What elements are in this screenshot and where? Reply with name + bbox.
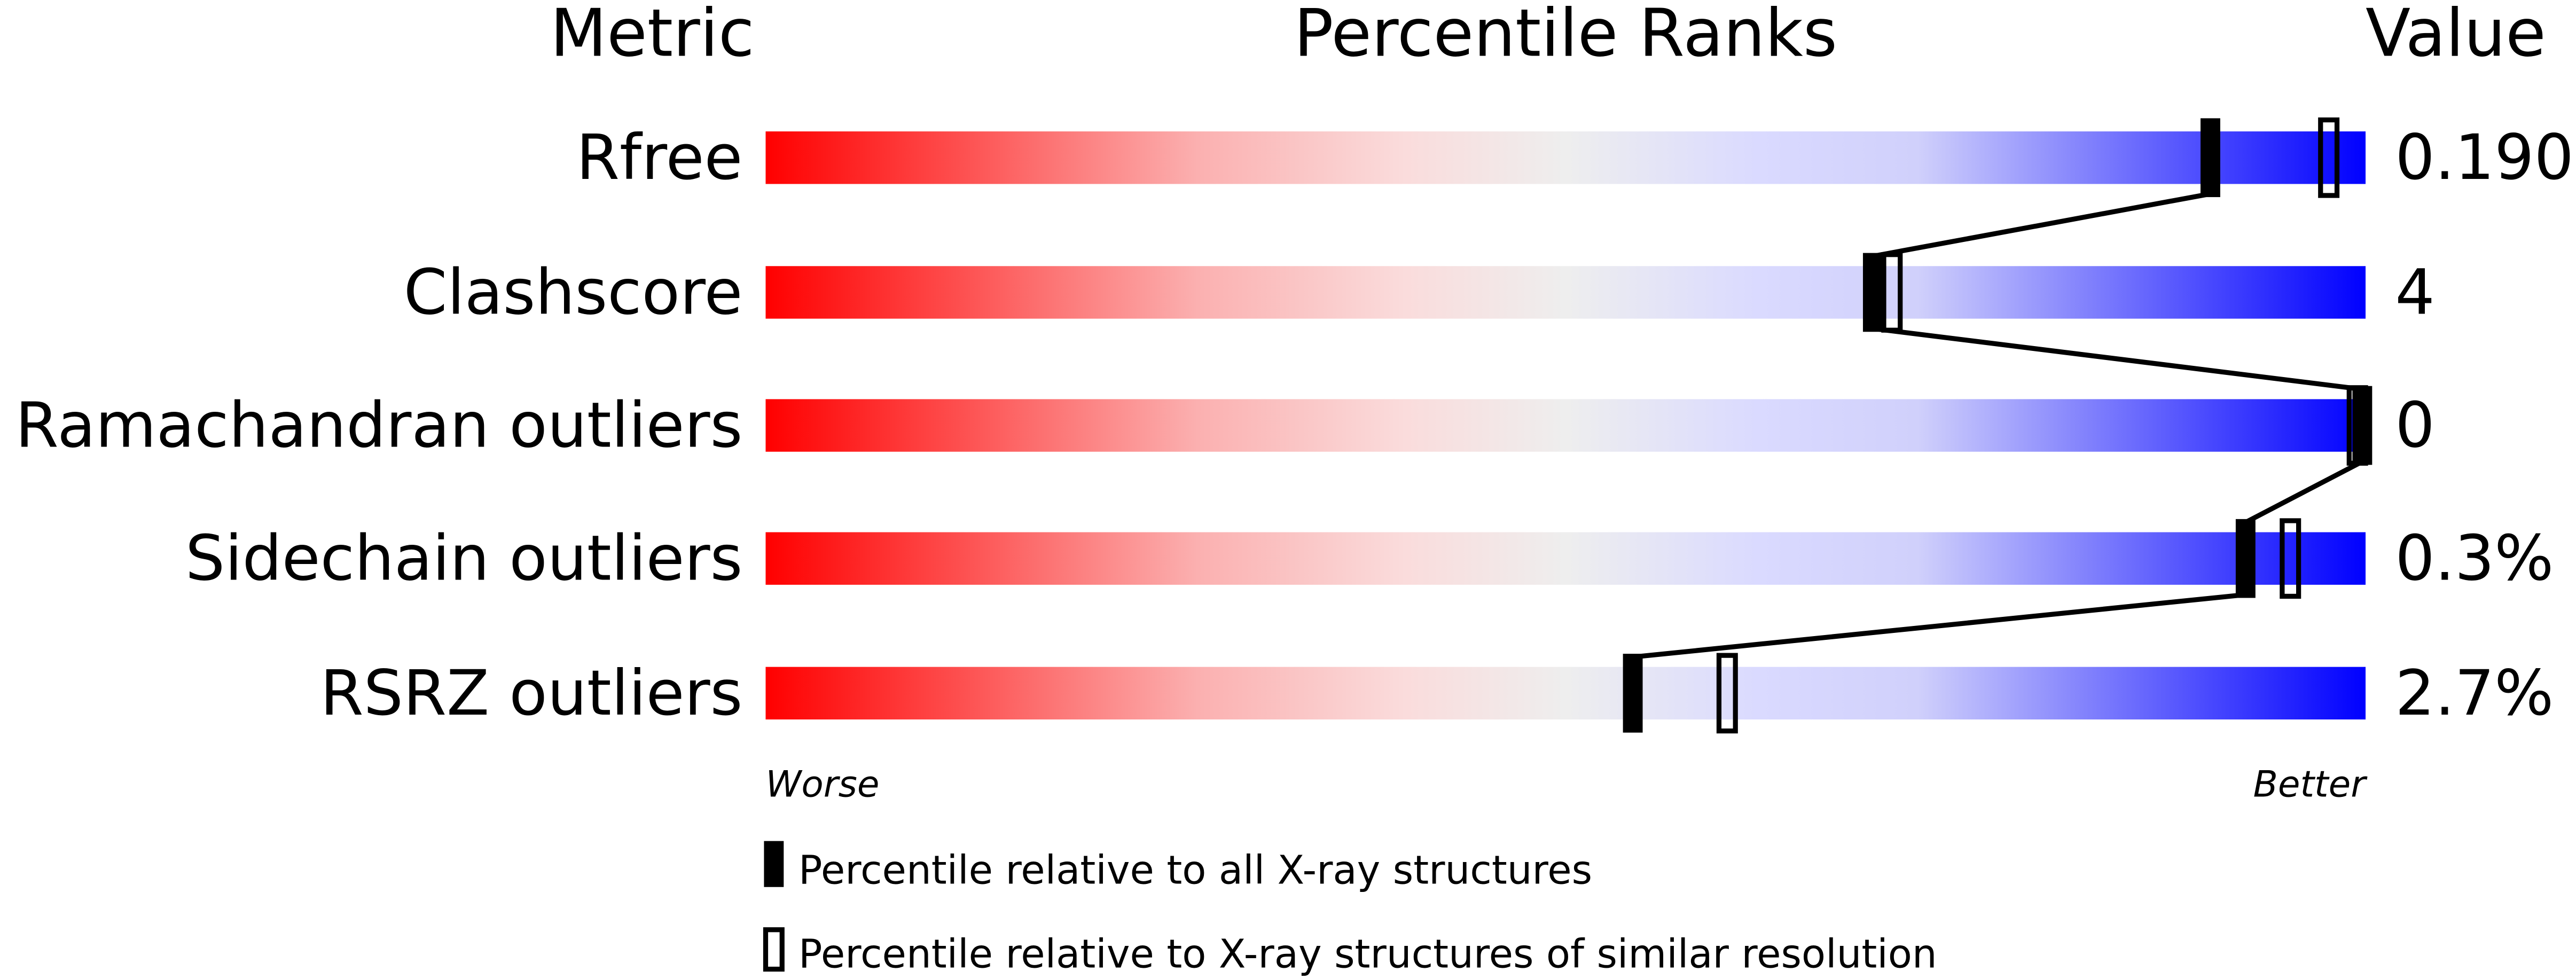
metric-label: Ramachandran outliers — [15, 389, 743, 462]
metric-label: Sidechain outliers — [185, 522, 742, 595]
metric-value: 4 — [2395, 256, 2434, 328]
marker-all-structures — [1623, 654, 1643, 733]
worse-label: Worse — [765, 763, 879, 805]
legend-filled-marker — [764, 841, 784, 887]
better-label: Better — [2253, 763, 2368, 805]
marker-similar-resolution — [1716, 653, 1738, 734]
marker-similar-resolution — [2280, 518, 2301, 599]
percentile-bar — [765, 399, 2366, 452]
marker-all-structures — [2235, 519, 2256, 598]
metric-label: Clashscore — [404, 256, 743, 328]
metric-value: 0.190 — [2395, 121, 2574, 194]
percentile-bar — [765, 266, 2366, 319]
marker-similar-resolution — [2318, 117, 2340, 198]
percentile-bar — [765, 667, 2366, 720]
legend-open-marker — [763, 927, 785, 972]
header-value: Value — [2366, 0, 2546, 72]
metric-value: 0.3% — [2395, 522, 2554, 595]
marker-all-structures — [2352, 386, 2373, 465]
metric-label: Rfree — [576, 121, 743, 194]
metric-value: 2.7% — [2395, 657, 2554, 730]
marker-all-structures — [2201, 118, 2220, 198]
marker-all-structures — [1862, 253, 1883, 332]
metric-value: 0 — [2395, 389, 2434, 462]
marker-similar-resolution — [1881, 252, 1903, 333]
percentile-bar — [765, 532, 2366, 585]
percentile-bar — [765, 131, 2366, 184]
header-percentile-ranks: Percentile Ranks — [1294, 0, 1837, 72]
metric-label: RSRZ outliers — [320, 657, 743, 730]
legend-filled-label: Percentile relative to all X-ray structu… — [798, 848, 1592, 894]
header-metric: Metric — [550, 0, 754, 72]
legend-open-label: Percentile relative to X-ray structures … — [798, 931, 1937, 977]
